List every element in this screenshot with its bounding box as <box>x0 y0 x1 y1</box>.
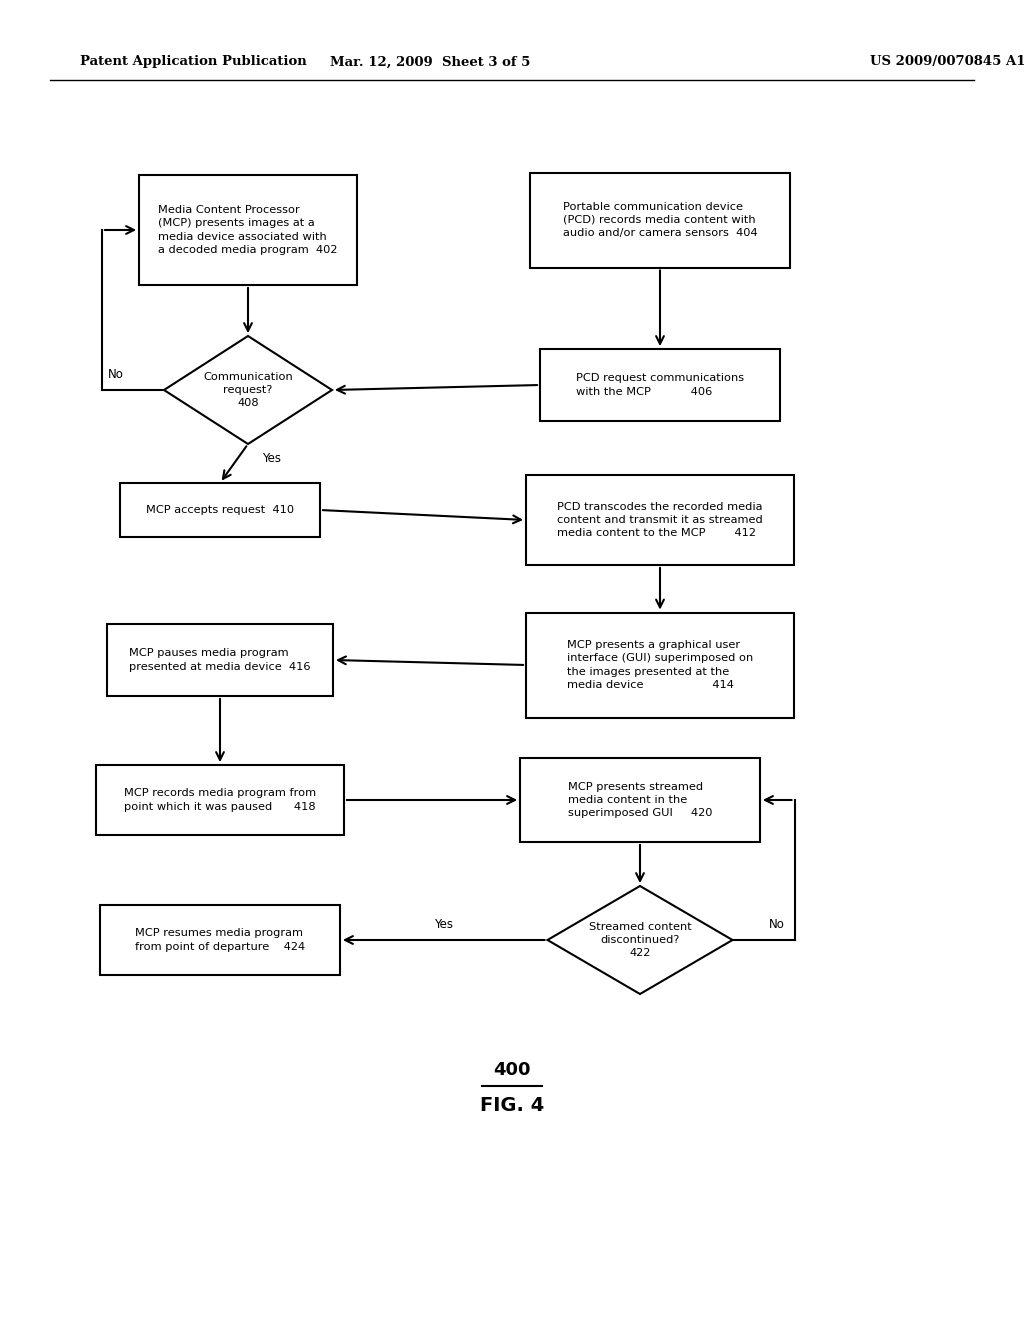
FancyBboxPatch shape <box>120 483 319 537</box>
Polygon shape <box>548 886 732 994</box>
Text: Yes: Yes <box>262 451 281 465</box>
Text: MCP presents streamed
media content in the
superimposed GUI     420: MCP presents streamed media content in t… <box>567 781 713 818</box>
Text: Media Content Processor
(MCP) presents images at a
media device associated with
: Media Content Processor (MCP) presents i… <box>159 205 338 255</box>
FancyBboxPatch shape <box>540 348 780 421</box>
Text: Communication
request?
408: Communication request? 408 <box>203 372 293 408</box>
FancyBboxPatch shape <box>96 766 344 836</box>
Text: Yes: Yes <box>434 917 454 931</box>
Text: MCP accepts request  410: MCP accepts request 410 <box>146 506 294 515</box>
Text: MCP resumes media program
from point of departure    424: MCP resumes media program from point of … <box>135 928 305 952</box>
Text: MCP pauses media program
presented at media device  416: MCP pauses media program presented at me… <box>129 648 310 672</box>
Text: US 2009/0070845 A1: US 2009/0070845 A1 <box>870 55 1024 69</box>
Text: Portable communication device
(PCD) records media content with
audio and/or came: Portable communication device (PCD) reco… <box>562 202 758 238</box>
FancyBboxPatch shape <box>526 475 794 565</box>
Text: No: No <box>109 368 124 381</box>
FancyBboxPatch shape <box>520 758 760 842</box>
FancyBboxPatch shape <box>106 624 333 696</box>
Polygon shape <box>164 337 332 444</box>
Text: MCP records media program from
point which it was paused      418: MCP records media program from point whi… <box>124 788 316 812</box>
Text: MCP presents a graphical user
interface (GUI) superimposed on
the images present: MCP presents a graphical user interface … <box>567 640 753 690</box>
Text: Patent Application Publication: Patent Application Publication <box>80 55 307 69</box>
FancyBboxPatch shape <box>526 612 794 718</box>
Text: No: No <box>769 917 784 931</box>
Text: Mar. 12, 2009  Sheet 3 of 5: Mar. 12, 2009 Sheet 3 of 5 <box>330 55 530 69</box>
Text: PCD request communications
with the MCP           406: PCD request communications with the MCP … <box>575 374 744 396</box>
Text: Streamed content
discontinued?
422: Streamed content discontinued? 422 <box>589 921 691 958</box>
FancyBboxPatch shape <box>530 173 790 268</box>
FancyBboxPatch shape <box>100 906 340 975</box>
Text: FIG. 4: FIG. 4 <box>480 1096 544 1115</box>
FancyBboxPatch shape <box>139 176 357 285</box>
Text: PCD transcodes the recorded media
content and transmit it as streamed
media cont: PCD transcodes the recorded media conten… <box>557 502 763 539</box>
Text: 400: 400 <box>494 1061 530 1078</box>
